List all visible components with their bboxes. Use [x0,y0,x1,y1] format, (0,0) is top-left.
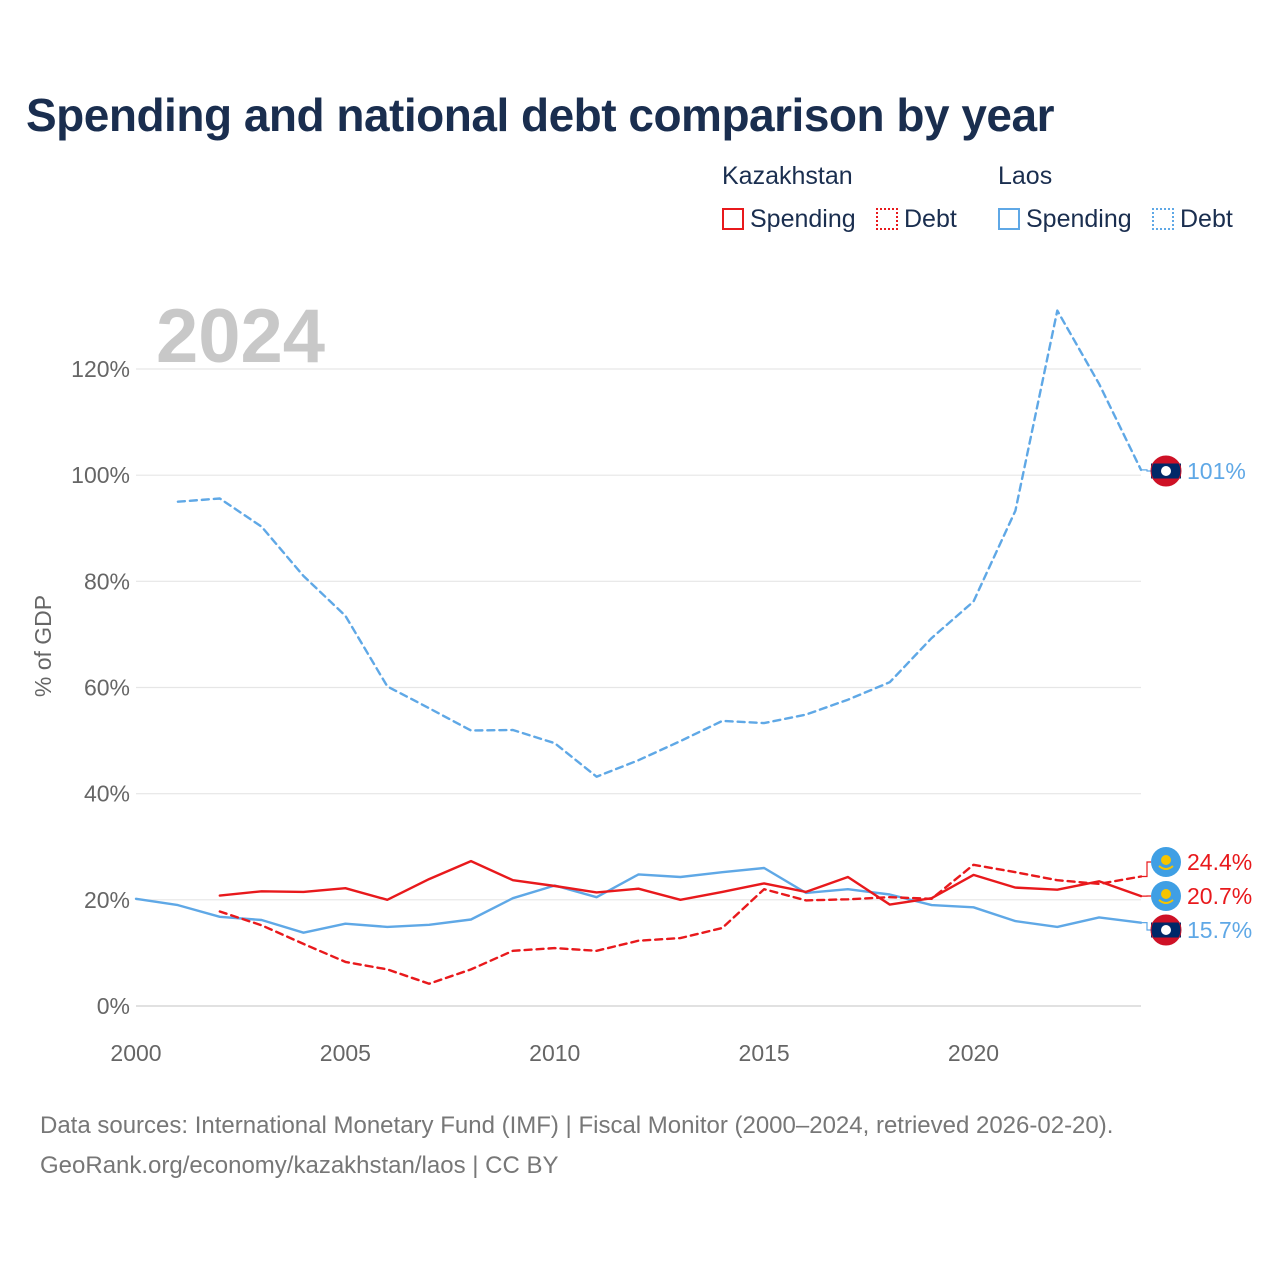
end-label-laos-spending: 15.7% [1187,917,1252,943]
year-watermark: 2024 [156,294,325,379]
x-tick-label: 2020 [948,1040,999,1066]
y-tick-label: 0% [97,993,130,1019]
laos-flag-icon [1150,455,1182,487]
y-tick-label: 100% [71,462,130,488]
label-connector [1141,861,1151,878]
legend-swatch-solid-icon [998,208,1020,230]
y-tick-label: 20% [84,887,130,913]
legend-label: Spending [1026,204,1132,233]
legend-label: Debt [904,204,957,233]
chart-title: Spending and national debt comparison by… [26,89,1055,141]
footer: Data sources: International Monetary Fun… [40,1106,1113,1186]
series-line-laos-spending [134,866,1143,934]
x-tick-label: 2015 [739,1040,790,1066]
series-line-kazakhstan-debt [218,863,1143,985]
flag-moon [1161,925,1171,935]
series-layer [134,309,1143,985]
end-label-kazakhstan-spending: 20.7% [1187,883,1252,909]
axis-layer: 0% 20% 40% 60% 80% 100% 120% 2000 2005 2010 2015 20… [71,356,999,1066]
y-axis-title: % of GDP [30,595,56,697]
flag-ring [1150,914,1182,946]
legend-label: Spending [750,204,856,233]
legend-item-kazakhstan-spending[interactable]: Spending [722,204,856,234]
legend-item-laos-spending[interactable]: Spending [998,204,1132,234]
y-tick-label: 40% [84,781,130,807]
kazakhstan-flag-icon [1151,881,1181,911]
end-label-layer: 101% 24.4% 20.7% 15.7% [1141,455,1252,946]
flag-sun [1161,889,1171,899]
kazakhstan-flag-icon [1151,847,1181,877]
footer-sources: Data sources: International Monetary Fun… [40,1112,1114,1139]
y-tick-label: 80% [84,568,130,594]
legend-swatch-dotted-icon [876,208,898,230]
label-connector [1141,922,1151,931]
flag-eagle [1158,899,1174,904]
footer-link[interactable]: GeoRank.org/economy/kazakhstan/laos | CC… [40,1152,559,1179]
end-label-laos-debt: 101% [1187,458,1246,484]
x-tick-label: 2000 [110,1040,161,1066]
end-label-kazakhstan-debt: 24.4% [1187,849,1252,875]
legend-item-laos-debt[interactable]: Debt [1152,204,1233,234]
x-tick-label: 2010 [529,1040,580,1066]
series-line-laos-debt [176,309,1143,778]
legend-item-kazakhstan-debt[interactable]: Debt [876,204,957,234]
grid-layer [136,368,1141,1007]
laos-flag-icon [1150,914,1182,946]
y-tick-label: 60% [84,675,130,701]
legend-title-laos: Laos [998,162,1053,190]
legend-swatch-dotted-icon [1152,208,1174,230]
legend-label: Debt [1180,204,1233,233]
y-tick-label: 120% [71,356,130,382]
x-tick-label: 2005 [320,1040,371,1066]
flag-moon [1161,466,1171,476]
series-line-kazakhstan-spending [218,859,1143,906]
legend-title-kazakhstan: Kazakhstan [722,162,853,190]
flag-eagle [1158,865,1174,870]
flag-ring [1150,455,1182,487]
label-connector [1141,469,1151,472]
legend-swatch-solid-icon [722,208,744,230]
flag-sun [1161,855,1171,865]
